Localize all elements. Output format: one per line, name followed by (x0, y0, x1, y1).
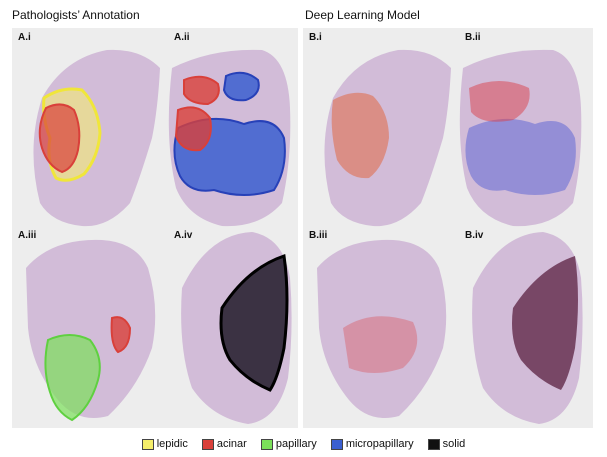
prediction-b-iii (343, 316, 418, 373)
legend-swatch-lepidic (141, 438, 154, 450)
panel-label-a-ii: A.ii (174, 32, 190, 43)
acinar-region-a-iii (110, 316, 132, 354)
prediction-b-i (331, 92, 389, 179)
micropapillary-region-a-ii-upper (222, 71, 260, 102)
tissue-b-iii (317, 239, 447, 418)
title-pathologists-annotation: Pathologists’ Annotation (12, 8, 140, 22)
legend-label-micropapillary: micropapillary (345, 438, 414, 450)
panel-label-b-ii: B.ii (465, 32, 481, 43)
panel-label-b-i: B.i (309, 32, 322, 43)
legend-item-acinar: acinar (201, 438, 247, 450)
panel-label-a-iii: A.iii (18, 230, 37, 241)
legend-item-papillary: papillary (260, 438, 317, 450)
legend-swatch-acinar (201, 438, 214, 450)
legend-swatch-micropapillary (330, 438, 343, 450)
panel-label-b-iii: B.iii (309, 230, 328, 241)
legend: lepidic acinar papillary micropapillary … (0, 437, 607, 451)
title-deep-learning-model: Deep Learning Model (305, 8, 420, 22)
papillary-region-a-iii (44, 334, 101, 422)
model-tissue-svg (317, 49, 583, 424)
acinar-region-a-ii-upper (183, 75, 220, 106)
prediction-b-iv (512, 256, 578, 390)
legend-label-lepidic: lepidic (156, 438, 188, 450)
annotation-panel-group: A.i A.ii A.iii A.iv (12, 28, 298, 428)
panel-label-b-iv: B.iv (465, 230, 484, 241)
legend-label-papillary: papillary (275, 438, 317, 450)
prediction-b-ii-blue (465, 118, 576, 195)
panel-label-a-iv: A.iv (174, 230, 193, 241)
legend-item-micropapillary: micropapillary (330, 438, 414, 450)
acinar-region-a-i (38, 103, 81, 174)
legend-label-acinar: acinar (216, 438, 247, 450)
legend-item-solid: solid (427, 438, 466, 450)
legend-label-solid: solid (442, 438, 466, 450)
legend-swatch-papillary (260, 438, 273, 450)
solid-region-a-iv (219, 254, 289, 392)
annotation-tissue-svg (26, 49, 292, 424)
legend-swatch-solid (427, 438, 440, 450)
model-panel-group: B.i B.ii B.iii B.iv (303, 28, 593, 428)
prediction-b-ii-red (469, 81, 530, 122)
legend-item-lepidic: lepidic (141, 438, 188, 450)
panel-label-a-i: A.i (18, 32, 31, 43)
acinar-region-a-ii-lower (174, 106, 212, 152)
